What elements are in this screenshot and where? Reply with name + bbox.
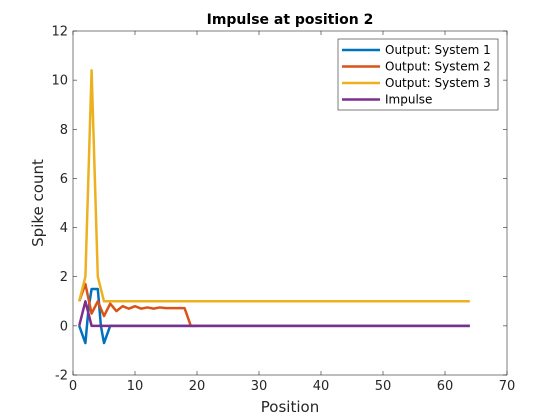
y-tick-label: 6 [60,172,68,187]
y-tick-label: -2 [55,369,68,384]
x-tick-label: 20 [189,379,206,394]
y-tick-label: 4 [60,221,68,236]
x-tick-label: 30 [251,379,268,394]
x-tick-label: 70 [499,379,516,394]
legend-label: Output: System 3 [385,76,491,90]
x-tick-label: 10 [127,379,144,394]
legend-label: Output: System 1 [385,43,491,57]
x-tick-label: 60 [437,379,454,394]
x-tick-label: 0 [69,379,77,394]
y-tick-label: 10 [51,74,68,89]
legend-label: Output: System 2 [385,60,491,74]
chart-title: Impulse at position 2 [207,12,374,28]
y-axis-title: Spike count [29,159,47,247]
y-tick-label: 2 [60,270,68,285]
y-tick-label: 8 [60,123,68,138]
y-tick-label: 12 [51,25,68,40]
legend: Output: System 1 Output: System 2 Output: … [338,39,498,110]
legend-label: Impulse [385,93,432,107]
y-tick-label: 0 [60,319,68,334]
x-axis-title: Position [261,398,319,416]
x-tick-label: 40 [313,379,330,394]
x-tick-label: 50 [375,379,392,394]
